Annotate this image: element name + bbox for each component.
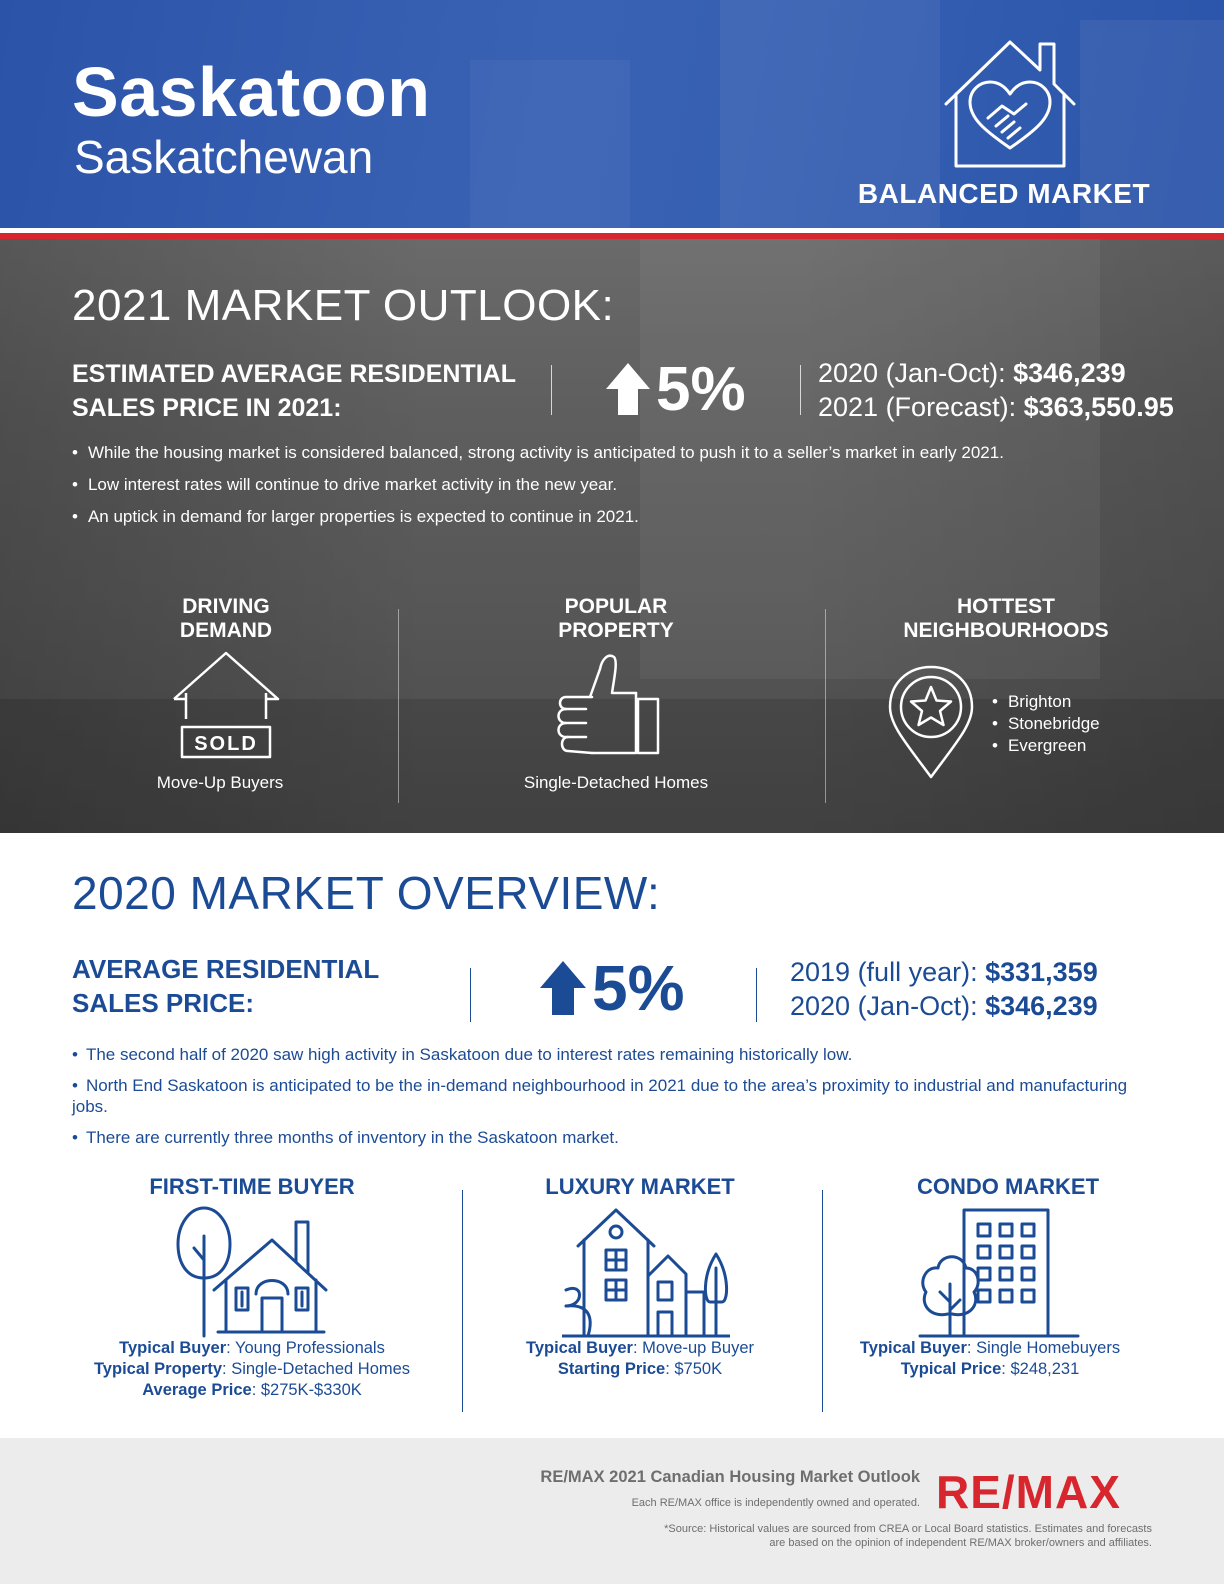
driving-demand-title: DRIVING DEMAND xyxy=(179,595,273,642)
luxury-home-icon xyxy=(562,1208,730,1338)
bullet-item: North End Saskatoon is anticipated to be… xyxy=(72,1075,1162,1117)
province-name: Saskatchewan xyxy=(74,131,374,183)
svg-text:RE/MAX: RE/MAX xyxy=(936,1468,1121,1514)
detail-line: Typical Buyer: Young Professionals xyxy=(119,1339,385,1357)
overview-bullets: The second half of 2020 saw high activit… xyxy=(72,1044,1162,1158)
neighbourhood-item: Stonebridge xyxy=(992,713,1100,735)
header-banner: Saskatoon Saskatchewan BALANCED MARKET xyxy=(0,0,1224,228)
detail-line: Average Price: $275K-$330K xyxy=(142,1381,362,1399)
divider-stripe xyxy=(0,228,1224,233)
detail-line: Typical Property: Single-Detached Homes xyxy=(93,1360,411,1378)
popular-property-title: POPULAR PROPERTY xyxy=(558,595,674,642)
detail-line: Starting Price: $750K xyxy=(557,1360,723,1378)
first-time-buyer-details: Typical Buyer: Young Professionals Typic… xyxy=(62,1338,442,1401)
detail-line: Typical Buyer: Move-up Buyer xyxy=(525,1339,755,1357)
detail-line: Typical Buyer: Single Homebuyers xyxy=(859,1339,1121,1357)
footer-subtitle: Each RE/MAX office is independently owne… xyxy=(631,1497,920,1509)
outlook-change-percent: 5% xyxy=(656,354,746,424)
background-building xyxy=(720,0,940,228)
divider xyxy=(825,609,826,803)
outlook-title: 2021 MARKET OUTLOOK: xyxy=(72,281,615,330)
overview-prices: 2019 (full year): $331,359 2020 (Jan-Oct… xyxy=(790,955,1098,1023)
up-arrow-icon xyxy=(606,363,650,415)
price-line: 2019 (full year): $331,359 xyxy=(790,957,1098,987)
overview-change-percent: 5% xyxy=(592,952,685,1024)
estimate-label: ESTIMATED AVERAGE RESIDENTIAL SALES PRIC… xyxy=(72,360,516,422)
footer: RE/MAX 2021 Canadian Housing Market Outl… xyxy=(0,1438,1224,1584)
neighbourhood-item: Evergreen xyxy=(992,735,1100,757)
luxury-market-title: LUXURY MARKET xyxy=(545,1174,735,1199)
bullet-item: While the housing market is considered b… xyxy=(72,443,1004,463)
driving-demand-caption: Move-Up Buyers xyxy=(156,773,284,792)
first-time-buyer-title: FIRST-TIME BUYER xyxy=(149,1174,355,1199)
neighbourhood-item: Brighton xyxy=(992,691,1100,713)
popular-property-caption: Single-Detached Homes xyxy=(523,773,709,792)
price-line: 2021 (Forecast): $363,550.95 xyxy=(818,392,1174,422)
background-building xyxy=(1080,20,1224,228)
up-arrow-icon xyxy=(540,961,586,1015)
divider xyxy=(800,365,801,415)
condo-market-title: CONDO MARKET xyxy=(916,1174,1100,1199)
divider xyxy=(462,1190,463,1412)
house-handshake-icon xyxy=(944,40,1076,168)
sold-sign-text: SOLD xyxy=(194,733,258,755)
thumbs-up-icon xyxy=(557,654,660,755)
detail-line: Typical Price: $248,231 xyxy=(900,1360,1080,1378)
condo-building-icon xyxy=(918,1208,1080,1338)
hottest-neighbourhoods-title: HOTTEST NEIGHBOURHOODS xyxy=(903,595,1109,642)
condo-market-details: Typical Buyer: Single Homebuyers Typical… xyxy=(800,1338,1180,1380)
bullet-item: Low interest rates will continue to driv… xyxy=(72,475,1004,495)
overview-title: 2020 MARKET OVERVIEW: xyxy=(72,867,661,919)
average-price-label: AVERAGE RESIDENTIAL SALES PRICE: xyxy=(72,954,379,1018)
bullet-item: The second half of 2020 saw high activit… xyxy=(72,1044,1162,1065)
overview-change: 5% xyxy=(540,952,685,1024)
divider xyxy=(756,968,757,1022)
location-star-pin-icon xyxy=(888,665,974,779)
divider-stripe-red xyxy=(0,233,1224,239)
outlook-bullets: While the housing market is considered b… xyxy=(72,443,1004,539)
city-name: Saskatoon xyxy=(72,53,431,131)
divider xyxy=(822,1190,823,1412)
outlook-prices: 2020 (Jan-Oct): $346,239 2021 (Forecast)… xyxy=(818,356,1174,424)
background-building xyxy=(470,60,630,228)
outlook-section: 2021 MARKET OUTLOOK: ESTIMATED AVERAGE R… xyxy=(0,239,1224,833)
market-type-label: BALANCED MARKET xyxy=(857,178,1151,209)
footer-source-note: *Source: Historical values are sourced f… xyxy=(664,1523,1152,1549)
remax-logo: RE/MAX xyxy=(936,1468,1121,1514)
divider xyxy=(398,609,399,803)
luxury-market-details: Typical Buyer: Move-up Buyer Starting Pr… xyxy=(450,1338,830,1380)
outlook-change: 5% xyxy=(606,353,746,425)
bullet-item: There are currently three months of inve… xyxy=(72,1127,1162,1148)
price-line: 2020 (Jan-Oct): $346,239 xyxy=(818,358,1126,388)
neighbourhood-list: Brighton Stonebridge Evergreen xyxy=(992,691,1100,757)
sold-house-icon: SOLD xyxy=(173,651,280,759)
divider xyxy=(551,365,552,415)
divider xyxy=(470,968,471,1022)
footer-title: RE/MAX 2021 Canadian Housing Market Outl… xyxy=(540,1468,920,1486)
bullet-item: An uptick in demand for larger propertie… xyxy=(72,507,1004,527)
house-with-tree-icon xyxy=(176,1206,328,1338)
price-line: 2020 (Jan-Oct): $346,239 xyxy=(790,991,1098,1021)
